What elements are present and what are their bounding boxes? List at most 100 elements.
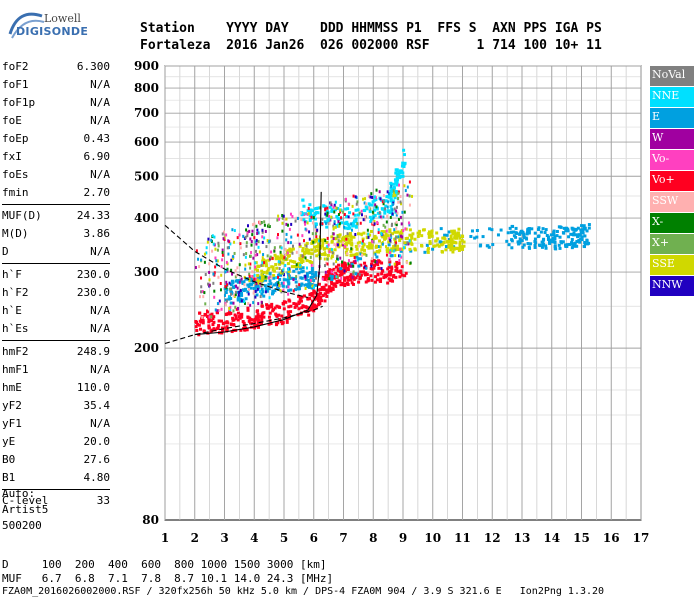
echo-point <box>260 316 264 320</box>
param-name: foF1 <box>2 78 29 91</box>
echo-point <box>397 200 400 204</box>
echo-point <box>367 246 371 250</box>
echo-point <box>404 271 408 275</box>
param-row: hmF1 N/A <box>2 361 110 379</box>
echo-point <box>475 235 479 239</box>
echo-point <box>254 253 257 257</box>
echo-point <box>459 245 463 249</box>
echo-point <box>398 174 402 178</box>
echo-point <box>351 282 355 286</box>
echo-point <box>231 228 234 232</box>
echo-point <box>334 225 337 229</box>
echo-point <box>553 244 557 248</box>
echo-point <box>343 269 346 273</box>
echo-point <box>272 276 276 280</box>
echo-point <box>255 238 258 242</box>
echo-point <box>256 284 260 288</box>
echo-point <box>271 256 274 260</box>
echo-point <box>324 283 328 287</box>
echo-point <box>366 228 369 232</box>
echo-point <box>338 273 342 277</box>
param-row: D N/A <box>2 243 110 261</box>
echo-point <box>257 245 260 249</box>
echo-point <box>316 299 320 303</box>
echo-point <box>333 210 336 214</box>
echo-point <box>317 242 321 246</box>
echo-point <box>392 194 395 198</box>
echo-point <box>354 259 357 263</box>
echo-point <box>261 228 264 232</box>
echo-point <box>243 280 246 284</box>
echo-point <box>399 230 403 234</box>
echo-point <box>260 263 263 267</box>
x-tick-label: 15 <box>573 531 590 545</box>
echo-point <box>339 239 343 243</box>
echo-point <box>364 271 368 275</box>
muf-distance-row: D 100 200 400 600 800 1000 1500 3000 [km… <box>2 558 327 571</box>
legend-item-ssw: SSW <box>650 192 694 212</box>
echo-point <box>330 270 333 274</box>
echo-point <box>399 271 403 275</box>
echo-point <box>324 239 327 243</box>
echo-point <box>254 261 257 265</box>
echo-point <box>585 239 589 243</box>
echo-point <box>356 208 360 212</box>
echo-point <box>328 214 331 218</box>
echo-point <box>233 240 236 244</box>
echo-point <box>212 327 216 331</box>
echo-point <box>230 287 233 291</box>
param-row: foE N/A <box>2 112 110 130</box>
echo-point <box>388 270 392 274</box>
echo-point <box>527 246 531 250</box>
param-row: h`Es N/A <box>2 320 110 338</box>
echo-point <box>394 171 398 175</box>
echo-point <box>268 225 271 229</box>
echo-point <box>201 315 204 319</box>
echo-point <box>352 212 355 216</box>
echo-point <box>274 263 278 267</box>
echo-point <box>268 279 272 283</box>
echo-point <box>197 257 200 261</box>
param-row: yF1 N/A <box>2 415 110 433</box>
echo-point <box>277 275 280 279</box>
echo-point <box>285 316 289 320</box>
echo-point <box>325 275 329 279</box>
echo-point <box>577 238 581 242</box>
echo-point <box>292 278 295 282</box>
echo-point <box>275 314 279 318</box>
legend-item-nnw: NNW <box>650 276 694 296</box>
echo-point <box>273 253 277 257</box>
echo-point <box>262 258 266 262</box>
echo-point <box>518 241 522 245</box>
echo-point <box>300 213 304 217</box>
echo-point <box>381 200 384 204</box>
echo-point <box>314 274 318 278</box>
echo-point <box>252 256 255 260</box>
echo-point <box>224 285 227 289</box>
echo-point <box>258 320 262 324</box>
echo-point <box>551 236 555 240</box>
y-tick-label: 300 <box>134 265 159 279</box>
echo-point <box>284 263 287 267</box>
echo-point <box>232 255 235 259</box>
echo-point <box>337 263 341 267</box>
echo-point <box>388 237 391 241</box>
echo-point <box>313 297 317 301</box>
echo-point <box>260 292 264 296</box>
autoscaling-info: Auto: Artist5 500200 <box>2 486 48 534</box>
echo-point <box>368 215 372 219</box>
echo-point <box>332 224 335 228</box>
echo-point <box>223 293 226 297</box>
echo-point <box>338 224 341 228</box>
echo-point <box>314 248 318 252</box>
echo-point <box>212 320 216 324</box>
echo-point <box>194 325 198 329</box>
echo-point <box>352 277 356 281</box>
echo-point <box>344 222 348 226</box>
echo-point <box>344 265 348 269</box>
echo-point <box>319 295 323 299</box>
echo-point <box>251 233 254 237</box>
echo-point <box>224 270 227 274</box>
echo-point <box>218 308 221 312</box>
echo-point <box>369 195 372 199</box>
